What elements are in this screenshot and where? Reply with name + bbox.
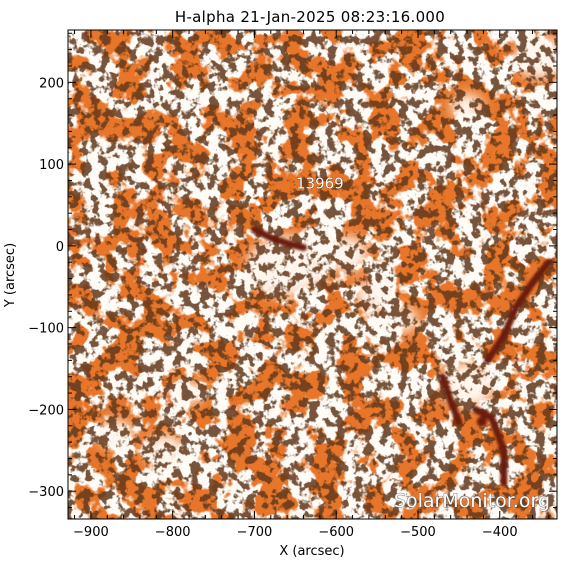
y-tick-label: 100 xyxy=(39,158,64,173)
filament xyxy=(439,373,463,426)
y-tick-label: −200 xyxy=(28,403,64,418)
x-tick-label: −600 xyxy=(318,525,354,540)
granulation-speckle xyxy=(68,30,557,519)
y-tick-label: 200 xyxy=(39,76,64,91)
y-tick-label: −100 xyxy=(28,322,64,337)
plot-frame xyxy=(67,29,558,520)
filament xyxy=(484,258,553,364)
filament xyxy=(250,226,307,251)
x-tick-label: −400 xyxy=(482,525,518,540)
x-tick-label: −500 xyxy=(400,525,436,540)
x-axis-label: X (arcsec) xyxy=(279,544,344,559)
h-alpha-image: 13969 SolarMonitor.org xyxy=(68,30,557,519)
y-axis-label: Y (arcsec) xyxy=(3,243,18,308)
y-tick-label: 0 xyxy=(56,240,64,255)
x-tick-label: −700 xyxy=(237,525,273,540)
watermark: SolarMonitor.org xyxy=(394,490,550,512)
y-axis-ticks: 200 100 0 −100 −200 −300 xyxy=(28,32,557,509)
x-tick-label: −900 xyxy=(73,525,109,540)
dark-knot xyxy=(476,416,487,427)
active-region-label: 13969 xyxy=(296,175,344,193)
y-tick-label: −300 xyxy=(28,485,64,500)
image-title: H-alpha 21-Jan-2025 08:23:16.000 xyxy=(175,8,445,26)
x-axis-ticks: −900 −800 −700 −600 −500 −400 xyxy=(73,30,550,540)
filament xyxy=(471,405,508,487)
x-tick-label: −800 xyxy=(155,525,191,540)
filaments xyxy=(250,226,553,487)
